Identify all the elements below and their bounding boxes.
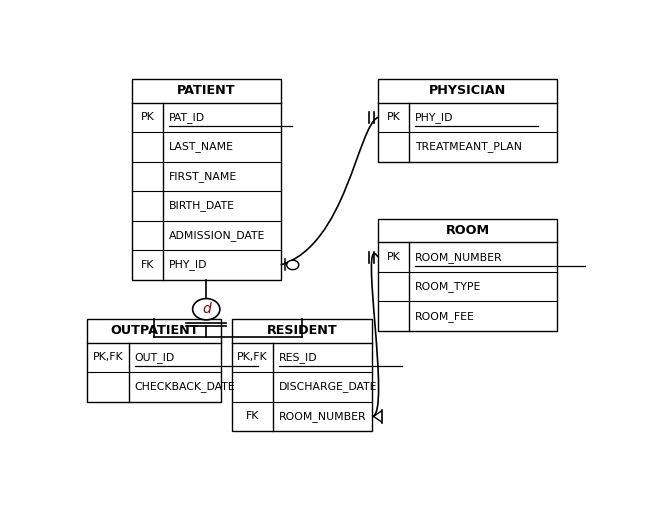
Text: BIRTH_DATE: BIRTH_DATE [169, 200, 235, 212]
Text: PATIENT: PATIENT [177, 84, 236, 97]
Text: PK: PK [387, 112, 400, 123]
Text: OUTPATIENT: OUTPATIENT [110, 324, 199, 337]
Text: RESIDENT: RESIDENT [266, 324, 337, 337]
FancyBboxPatch shape [132, 79, 281, 280]
Text: CHECKBACK_DATE: CHECKBACK_DATE [135, 382, 236, 392]
Text: FK: FK [245, 411, 259, 422]
Text: LAST_NAME: LAST_NAME [169, 142, 234, 152]
Text: PK: PK [141, 112, 154, 123]
Text: d: d [202, 302, 211, 316]
FancyBboxPatch shape [232, 319, 372, 431]
Text: PAT_ID: PAT_ID [169, 112, 205, 123]
Text: TREATMEANT_PLAN: TREATMEANT_PLAN [415, 142, 522, 152]
Circle shape [193, 298, 220, 320]
Text: PK,FK: PK,FK [93, 353, 124, 362]
Circle shape [286, 260, 299, 270]
Text: ROOM_FEE: ROOM_FEE [415, 311, 475, 321]
Text: ROOM_NUMBER: ROOM_NUMBER [279, 411, 367, 422]
Text: FIRST_NAME: FIRST_NAME [169, 171, 238, 182]
Text: RES_ID: RES_ID [279, 352, 318, 363]
FancyBboxPatch shape [378, 219, 557, 331]
Text: OUT_ID: OUT_ID [135, 352, 175, 363]
Text: PHY_ID: PHY_ID [415, 112, 454, 123]
Text: DISCHARGE_DATE: DISCHARGE_DATE [279, 382, 378, 392]
Text: PK,FK: PK,FK [237, 353, 268, 362]
FancyBboxPatch shape [378, 79, 557, 161]
Text: PK: PK [387, 252, 400, 262]
Text: ROOM: ROOM [445, 224, 490, 237]
Text: ADMISSION_DATE: ADMISSION_DATE [169, 230, 266, 241]
Text: PHYSICIAN: PHYSICIAN [429, 84, 506, 97]
Text: ROOM_TYPE: ROOM_TYPE [415, 281, 482, 292]
Text: FK: FK [141, 260, 154, 270]
Text: PHY_ID: PHY_ID [169, 260, 208, 270]
FancyBboxPatch shape [87, 319, 221, 402]
Text: ROOM_NUMBER: ROOM_NUMBER [415, 251, 503, 263]
